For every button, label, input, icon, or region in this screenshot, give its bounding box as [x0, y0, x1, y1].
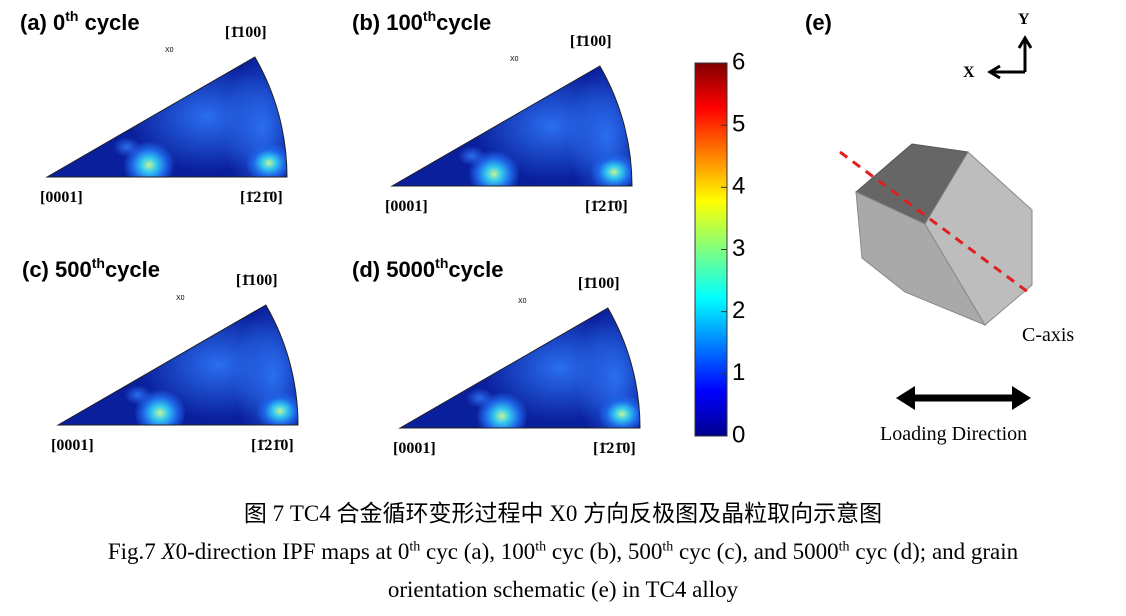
x0-label: X0 [510, 56, 519, 63]
prism-face [924, 151, 1033, 326]
caption-text: cyc (c), and 5000 [673, 539, 839, 564]
panel-title-sup: th [435, 255, 448, 271]
pole-label: [1̄100] [236, 272, 278, 289]
figure: (e) Y X C-axis Loading Direction 0 1 2 3 4 5 6… [20, 8, 1074, 457]
pole-label: [1̄100] [578, 275, 620, 292]
ipf-map [58, 305, 298, 425]
ipf-peak [466, 388, 494, 408]
panel-title-text: (a) 0 [20, 10, 65, 35]
ipf-outline [390, 65, 633, 187]
caption-text: orientation schematic (e) in TC4 alloy [387, 577, 739, 602]
colorbar-tick-label: 5 [732, 111, 745, 138]
panel-title: (b) 100thcycle [352, 8, 491, 35]
x0-label: X0 [176, 295, 185, 302]
ipf-peak [113, 137, 141, 157]
ipf-peak [590, 152, 632, 186]
caption-sup: th [409, 539, 421, 555]
panel-title-sup: th [423, 8, 436, 24]
x0-label: X0 [518, 298, 527, 305]
ipf-peak [256, 391, 298, 425]
caption-sup: th [662, 539, 674, 555]
ipf-peak [598, 394, 640, 428]
ipf-peak [124, 385, 152, 405]
caption-text: cyc (d); and grain [849, 539, 1019, 564]
panel-title-text: cycle [448, 257, 503, 282]
caption-sup: th [535, 539, 547, 555]
colorbar-tick-label: 2 [732, 297, 745, 324]
caption-text: 0-direction IPF maps at 0 [175, 539, 410, 564]
caption-text: cyc (b), 500 [546, 539, 663, 564]
pole-label: [0001] [385, 198, 428, 215]
panel-title-text: (d) 5000 [352, 257, 435, 282]
ipf-map [47, 57, 288, 177]
panel-title-text: (c) 500 [22, 257, 92, 282]
pole-label: [0001] [393, 440, 436, 457]
caption-text: cyc (a), 100 [420, 539, 536, 564]
panel-title-text: cycle [105, 257, 160, 282]
axis-label: Y [1018, 11, 1030, 28]
c-axis-label: C-axis [1022, 324, 1074, 346]
caption-text: Fig.7 [107, 539, 162, 564]
caption-text: X [161, 539, 176, 564]
axis-label: X [963, 64, 975, 81]
panel-title-sup: th [65, 8, 78, 24]
panel-label: (e) [805, 10, 832, 35]
ipf-outline [398, 307, 641, 429]
caption-english: Fig.7 X0-direction IPF maps at 0th cyc (… [0, 533, 1126, 609]
x0-label: X0 [165, 47, 174, 54]
panel-title: (a) 0th cycle [20, 8, 140, 35]
ipf-peak [245, 143, 288, 177]
pole-label: [1̄21̄0] [593, 440, 636, 457]
caption-sup: th [838, 539, 850, 555]
panel-title-text: cycle [78, 10, 139, 35]
ipf-map [392, 66, 632, 186]
pole-label: [1̄21̄0] [240, 189, 283, 206]
axes-arrows [987, 35, 1033, 80]
prism-face [855, 191, 987, 327]
pole-label: [1̄21̄0] [585, 198, 628, 215]
loading-label: Loading Direction [880, 423, 1027, 445]
pole-label: [1̄21̄0] [251, 437, 294, 454]
colorbar-tick-label: 4 [732, 173, 745, 200]
ipf-peak [458, 146, 486, 166]
pole-label: [1̄100] [225, 24, 267, 41]
colorbar-tick-label: 6 [732, 48, 745, 75]
panel-title: (d) 5000thcycle [352, 255, 503, 282]
pole-label: [0001] [51, 437, 94, 454]
panel-title-sup: th [92, 255, 105, 271]
ipf-outline [56, 304, 299, 426]
colorbar-tick-label: 3 [732, 235, 745, 262]
pole-label: [0001] [40, 189, 83, 206]
panel-title-text: (b) 100 [352, 10, 423, 35]
panel-title-text: cycle [436, 10, 491, 35]
ipf-map [400, 308, 640, 428]
colorbar-tick-label: 1 [732, 359, 745, 386]
c-axis-line [839, 150, 1033, 297]
caption-chinese: 图 7 TC4 合金循环变形过程中 X0 方向反极图及晶粒取向示意图 [243, 501, 883, 526]
panel-title: (c) 500thcycle [22, 255, 160, 282]
ipf-outline [45, 56, 288, 178]
caption: 图 7 TC4 合金循环变形过程中 X0 方向反极图及晶粒取向示意图 Fig.7… [0, 495, 1126, 609]
colorbar-tick-label: 0 [732, 421, 745, 448]
pole-label: [1̄100] [570, 33, 612, 50]
